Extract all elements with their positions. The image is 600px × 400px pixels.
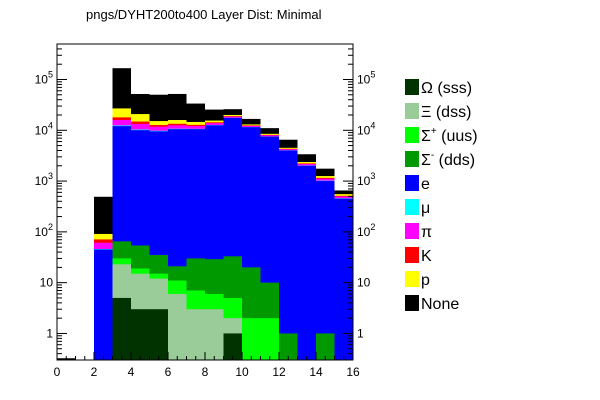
y-tick-label-exponent: 5 xyxy=(370,69,375,79)
legend-label-sup: - xyxy=(431,150,434,161)
x-axis: 0 2 4 6 8 10 12 14 16 xyxy=(54,352,360,379)
y-tick-label-base: 10 xyxy=(40,276,54,290)
y-tick-label-left: 105 xyxy=(35,69,53,86)
legend-label-9: None xyxy=(421,296,459,313)
legend-label-name: Ω (sss) xyxy=(421,80,472,97)
legend-label-name: π xyxy=(421,224,432,241)
bar-4-bin-14 xyxy=(316,181,335,360)
y-tick-label-exponent: 4 xyxy=(48,120,53,130)
y-tick-label-left: 104 xyxy=(35,120,53,137)
y-tick-label-exponent: 5 xyxy=(48,69,53,79)
y-tick-label-right: 103 xyxy=(357,171,375,188)
legend-swatch-1 xyxy=(405,103,419,119)
bar-4-bin-13 xyxy=(297,165,316,360)
x-tick-label: 6 xyxy=(165,365,172,379)
y-tick-label-base: 10 xyxy=(357,123,371,137)
bar-1-bin-7 xyxy=(186,309,205,360)
legend-label-name: p xyxy=(421,272,430,289)
y-tick-label-base: 10 xyxy=(35,72,49,86)
x-tick-label: 0 xyxy=(54,365,61,379)
y-tick-label-right: 104 xyxy=(357,120,375,137)
legend-label-5: μ xyxy=(421,200,430,217)
bar-4-bin-2 xyxy=(94,249,113,360)
x-tick-label: 12 xyxy=(272,365,286,379)
bar-1-bin-8 xyxy=(205,309,224,360)
legend-swatch-8 xyxy=(405,271,419,287)
y-tick-label-right: 102 xyxy=(357,222,375,239)
legend-label-sup: + xyxy=(431,126,437,137)
y-tick-label-exponent: 2 xyxy=(370,222,375,232)
bar-0-bin-9 xyxy=(223,333,242,360)
y-tick-label-base: 1 xyxy=(357,326,364,340)
chart-title: pngs/DYHT200to400 Layer Dist: Minimal xyxy=(86,7,322,22)
bar-2-bin-10 xyxy=(242,318,261,360)
legend-label-rest: (uus) xyxy=(437,128,478,145)
y-tick-label-base: 10 xyxy=(35,225,49,239)
y-tick-label-base: 10 xyxy=(35,123,49,137)
y-tick-label-exponent: 3 xyxy=(370,171,375,181)
y-tick-label-left: 103 xyxy=(35,171,53,188)
x-tick-label: 16 xyxy=(346,365,360,379)
bar-0-bin-3 xyxy=(112,297,131,360)
legend-label-name: Ξ (dss) xyxy=(421,104,471,121)
legend-label-0: Ω (sss) xyxy=(421,80,472,97)
y-tick-label-base: 10 xyxy=(357,225,371,239)
legend-swatch-7 xyxy=(405,247,419,263)
bar-2-bin-11 xyxy=(260,318,279,360)
legend-label-4: e xyxy=(421,176,430,193)
y-tick-label-exponent: 2 xyxy=(48,222,53,232)
y-tick-label-base: 1 xyxy=(46,326,53,340)
y-tick-label-base: 10 xyxy=(357,72,371,86)
legend-label-1: Ξ (dss) xyxy=(421,104,471,121)
legend-label-rest: (dds) xyxy=(434,152,475,169)
bar-0-bin-4 xyxy=(131,309,150,360)
legend-label-7: K xyxy=(421,248,432,265)
bar-1-bin-6 xyxy=(168,293,187,360)
y-tick-label-exponent: 3 xyxy=(48,171,53,181)
y-tick-label-right: 10 xyxy=(357,276,371,290)
legend-label-name: e xyxy=(421,176,430,193)
legend-swatch-5 xyxy=(405,199,419,215)
y-tick-label-right: 1 xyxy=(357,326,364,340)
bar-0-bin-5 xyxy=(149,309,168,360)
y-tick-label-left: 1 xyxy=(46,326,53,340)
legend-swatch-4 xyxy=(405,175,419,191)
y-tick-label-exponent: 4 xyxy=(370,120,375,130)
legend-label-3: Σ- (dds) xyxy=(421,150,475,169)
legend-label-name: μ xyxy=(421,200,430,217)
y-tick-label-base: 10 xyxy=(357,174,371,188)
legend-label-2: Σ+ (uus) xyxy=(421,126,478,145)
legend-swatch-0 xyxy=(405,79,419,95)
bar-4-bin-15 xyxy=(334,198,353,360)
x-tick-label: 10 xyxy=(235,365,249,379)
legend-label-name: Σ xyxy=(421,128,431,145)
legend-swatch-9 xyxy=(405,295,419,311)
histogram-bars xyxy=(57,68,353,361)
y-tick-label-left: 102 xyxy=(35,222,53,239)
legend-swatch-6 xyxy=(405,223,419,239)
legend-label-8: p xyxy=(421,272,430,289)
bar-3-bin-14 xyxy=(316,333,335,360)
y-tick-label-left: 10 xyxy=(40,276,54,290)
legend-label-name: Σ xyxy=(421,152,431,169)
bar-4-bin-12 xyxy=(279,150,298,360)
x-tick-label: 2 xyxy=(91,365,98,379)
x-tick-label: 4 xyxy=(128,365,135,379)
legend-label-6: π xyxy=(421,224,432,241)
y-tick-label-right: 105 xyxy=(357,69,375,86)
legend-label-name: None xyxy=(421,296,459,313)
y-tick-label-base: 10 xyxy=(35,174,49,188)
x-tick-label: 8 xyxy=(202,365,209,379)
legend-swatch-2 xyxy=(405,127,419,143)
legend-label-name: K xyxy=(421,248,432,265)
legend-swatch-3 xyxy=(405,151,419,167)
y-tick-label-base: 10 xyxy=(357,276,371,290)
x-tick-label: 14 xyxy=(309,365,323,379)
bar-3-bin-12 xyxy=(279,333,298,360)
